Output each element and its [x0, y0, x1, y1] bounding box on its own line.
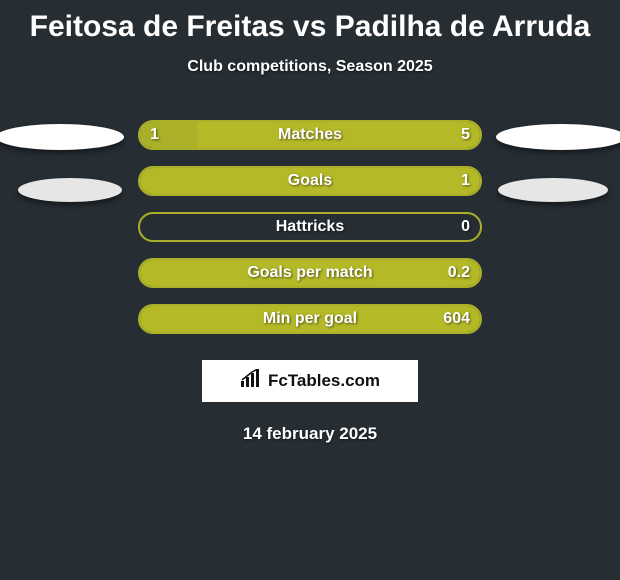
page-subtitle: Club competitions, Season 2025 — [0, 58, 620, 76]
stat-value-player2: 5 — [461, 126, 470, 144]
stat-bar: Hattricks 0 — [138, 212, 482, 242]
stat-bar: Goals 1 — [138, 166, 482, 196]
stat-fill-player2 — [140, 260, 480, 286]
stat-bar: Min per goal 604 — [138, 304, 482, 334]
bar-chart-icon — [240, 369, 262, 394]
stat-fill-player2 — [197, 122, 480, 148]
stat-value-player2: 1 — [461, 172, 470, 190]
stat-row-goals-per-match: Goals per match 0.2 — [0, 250, 620, 296]
stat-row-matches: 1 Matches 5 — [0, 112, 620, 158]
stat-row-goals: Goals 1 — [0, 158, 620, 204]
stat-row-hattricks: Hattricks 0 — [0, 204, 620, 250]
stat-label: Hattricks — [140, 218, 480, 236]
stat-value-player2: 0 — [461, 218, 470, 236]
stat-value-player2: 0.2 — [448, 264, 470, 282]
stat-bar: Goals per match 0.2 — [138, 258, 482, 288]
stat-fill-player2 — [140, 168, 480, 194]
stat-fill-player1 — [140, 122, 197, 148]
fctables-logo[interactable]: FcTables.com — [202, 360, 418, 402]
snapshot-date: 14 february 2025 — [0, 424, 620, 444]
stat-fill-player2 — [140, 306, 480, 332]
stat-value-player1: 1 — [150, 126, 159, 144]
stat-row-min-per-goal: Min per goal 604 — [0, 296, 620, 342]
stat-value-player2: 604 — [443, 310, 470, 328]
fctables-logo-text: FcTables.com — [268, 371, 380, 391]
stat-rows: 1 Matches 5 Goals 1 Hattricks 0 Goals pe… — [0, 112, 620, 342]
stat-bar: 1 Matches 5 — [138, 120, 482, 150]
page-title: Feitosa de Freitas vs Padilha de Arruda — [0, 0, 620, 44]
